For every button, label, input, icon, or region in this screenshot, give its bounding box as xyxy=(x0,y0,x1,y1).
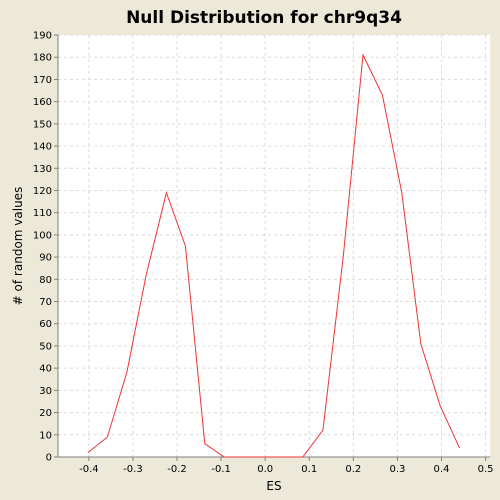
y-tick-label: 190 xyxy=(33,31,52,42)
y-tick-label: 110 xyxy=(33,208,52,219)
x-tick-label: 0.5 xyxy=(478,464,494,475)
x-tick-label: 0.1 xyxy=(301,464,317,475)
series-layer xyxy=(87,53,461,458)
y-tick-label: 30 xyxy=(39,386,52,397)
x-tick-label: 0.0 xyxy=(257,464,273,475)
x-tick-label: -0.3 xyxy=(123,464,143,475)
x-tick-label: 0.4 xyxy=(434,464,450,475)
y-tick-label: 160 xyxy=(33,97,52,108)
series-line xyxy=(87,53,461,458)
y-tick-label: 170 xyxy=(33,75,52,86)
y-tick-label: 120 xyxy=(33,186,52,197)
x-axis-label: ES xyxy=(266,479,281,493)
chart-title: Null Distribution for chr9q34 xyxy=(126,8,402,28)
y-tick-label: 180 xyxy=(33,53,52,64)
plot-area xyxy=(58,35,490,457)
y-tick-label: 150 xyxy=(33,119,52,130)
y-axis-label: # of random values xyxy=(11,187,25,306)
y-tick-label: 70 xyxy=(39,297,52,308)
x-tick-label: 0.3 xyxy=(389,464,405,475)
y-tick-label: 80 xyxy=(39,275,52,286)
grid-lines xyxy=(58,34,490,458)
x-tick-label: -0.1 xyxy=(211,464,231,475)
y-tick-label: 140 xyxy=(33,142,52,153)
y-axis-ticks: 0 10 20 30 40 50 60 70 80 90 100 110 120 130 140 150 160… xyxy=(33,31,58,464)
y-tick-label: 60 xyxy=(39,319,52,330)
x-tick-label: -0.2 xyxy=(167,464,187,475)
x-tick-label: -0.4 xyxy=(79,464,99,475)
y-tick-label: 100 xyxy=(33,230,52,241)
y-tick-label: 20 xyxy=(39,408,52,419)
x-tick-label: 0.2 xyxy=(345,464,361,475)
x-axis-ticks: -0.4 -0.3 -0.2 -0.1 0.0 0.1 0.2 0.3 0.4 0.5 xyxy=(79,457,494,475)
y-tick-label: 10 xyxy=(39,430,52,441)
y-tick-label: 40 xyxy=(39,364,52,375)
y-tick-label: 50 xyxy=(39,341,52,352)
y-tick-label: 90 xyxy=(39,253,52,264)
y-tick-label: 130 xyxy=(33,164,52,175)
y-tick-label: 0 xyxy=(46,453,52,464)
